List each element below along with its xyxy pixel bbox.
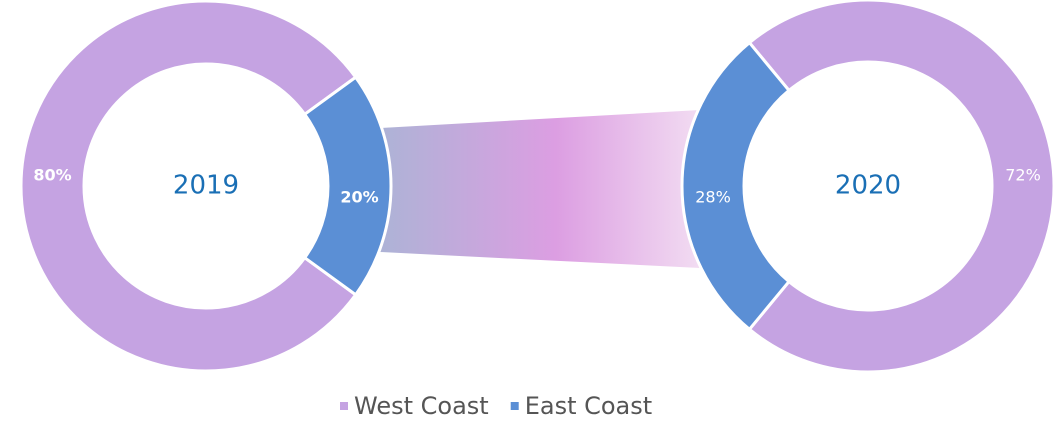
legend-marker bbox=[510, 402, 519, 410]
data-label: 72% bbox=[1005, 166, 1041, 185]
legend-label: West Coast bbox=[354, 392, 489, 420]
connector-band bbox=[380, 110, 700, 268]
legend-label: East Coast bbox=[525, 392, 652, 420]
donut-slice bbox=[19, 0, 358, 373]
donut-slice bbox=[302, 75, 393, 297]
legend-marker bbox=[340, 402, 348, 410]
data-label: 80% bbox=[33, 166, 71, 185]
data-label: 20% bbox=[340, 188, 378, 207]
donut-title: 2020 bbox=[835, 171, 901, 201]
donut-slice bbox=[747, 0, 1056, 374]
donut-slice bbox=[680, 40, 792, 332]
donut-title: 2019 bbox=[173, 171, 239, 201]
data-label: 28% bbox=[695, 188, 731, 207]
